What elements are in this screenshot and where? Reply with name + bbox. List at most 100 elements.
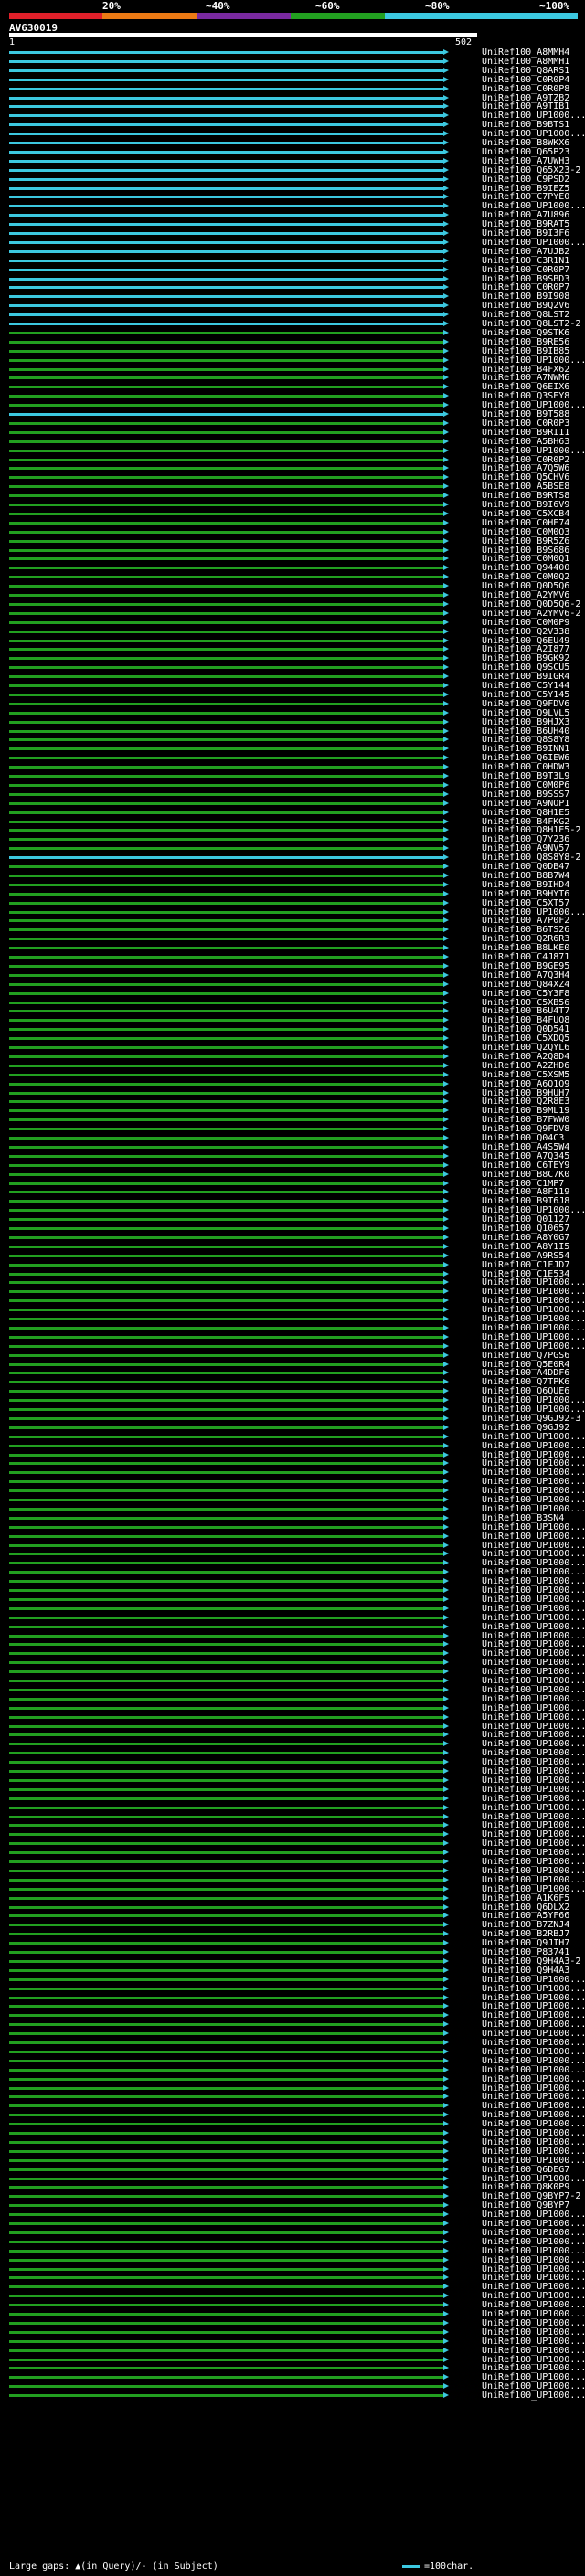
hit-alignment-bar[interactable] (9, 1245, 444, 1248)
hit-label-link[interactable]: UniRef100_UP1000... (482, 1802, 585, 1813)
hit-alignment-bar[interactable] (9, 323, 444, 325)
hit-label-link[interactable]: UniRef100_A7NWM6 (482, 373, 570, 384)
hit-alignment-bar[interactable] (9, 2041, 444, 2044)
hit-label-link[interactable]: UniRef100_C0R0P7 (482, 282, 570, 293)
hit-label-link[interactable]: UniRef100_Q8S8Y8 (482, 735, 570, 746)
hit-label-link[interactable]: UniRef100_UP1000... (482, 2092, 585, 2103)
hit-alignment-bar[interactable] (9, 1163, 444, 1167)
hit-label-link[interactable]: UniRef100_UP1000... (482, 2381, 585, 2392)
hit-label-link[interactable]: UniRef100_B4FKG2 (482, 816, 570, 827)
hit-alignment-bar[interactable] (9, 1887, 444, 1891)
hit-alignment-bar[interactable] (9, 1942, 444, 1945)
hit-alignment-bar[interactable] (9, 1680, 444, 1682)
hit-label-link[interactable]: UniRef100_P83741 (482, 1947, 570, 1957)
hit-label-link[interactable]: UniRef100_UP1000... (482, 2110, 585, 2121)
hit-alignment-bar[interactable] (9, 2086, 444, 2090)
hit-label-link[interactable]: UniRef100_A8F119 (482, 1187, 570, 1198)
hit-alignment-bar[interactable] (9, 168, 444, 172)
hit-alignment-bar[interactable] (9, 1037, 444, 1041)
hit-alignment-bar[interactable] (9, 2222, 444, 2225)
hit-label-link[interactable]: UniRef100_A2YMV6 (482, 590, 570, 600)
hit-label-link[interactable]: UniRef100_UP1000... (482, 1820, 585, 1831)
hit-label-link[interactable]: UniRef100_Q10657 (482, 1224, 570, 1234)
hit-alignment-bar[interactable] (9, 1706, 444, 1710)
hit-alignment-bar[interactable] (9, 1390, 444, 1394)
hit-alignment-bar[interactable] (9, 1778, 444, 1782)
hit-label-link[interactable]: UniRef100_C5XCB4 (482, 508, 570, 519)
hit-label-link[interactable]: UniRef100_UP1000... (482, 1748, 585, 1759)
hit-label-link[interactable]: UniRef100_UP1000... (482, 2019, 585, 2030)
hit-alignment-bar[interactable] (9, 1733, 444, 1737)
hit-label-link[interactable]: UniRef100_B9T588 (482, 409, 570, 419)
hit-alignment-bar[interactable] (9, 1344, 444, 1348)
hit-label-link[interactable]: UniRef100_Q04C3 (482, 1133, 565, 1143)
hit-alignment-bar[interactable] (9, 1787, 444, 1791)
hit-label-link[interactable]: UniRef100_UP1000... (482, 1667, 585, 1678)
hit-label-link[interactable]: UniRef100_C0M0Q3 (482, 526, 570, 537)
hit-alignment-bar[interactable] (9, 1968, 444, 1972)
hit-alignment-bar[interactable] (9, 440, 444, 443)
hit-alignment-bar[interactable] (9, 1715, 444, 1719)
hit-alignment-bar[interactable] (9, 729, 444, 733)
hit-label-link[interactable]: UniRef100_A5YF66 (482, 1911, 570, 1922)
hit-label-link[interactable]: UniRef100_B9RTS8 (482, 491, 570, 502)
hit-label-link[interactable]: UniRef100_Q2R6R3 (482, 934, 570, 945)
hit-label-link[interactable]: UniRef100_UP1000... (482, 2128, 585, 2138)
hit-alignment-bar[interactable] (9, 1019, 444, 1023)
hit-label-link[interactable]: UniRef100_UP1000... (482, 2300, 585, 2311)
hit-label-link[interactable]: UniRef100_C9PSD2 (482, 174, 570, 185)
hit-label-link[interactable]: UniRef100_UP1000... (482, 1296, 585, 1307)
hit-label-link[interactable]: UniRef100_B9BTS1 (482, 120, 570, 131)
hit-label-link[interactable]: UniRef100_UP1000... (482, 2155, 585, 2166)
hit-alignment-bar[interactable] (9, 648, 444, 652)
hit-alignment-bar[interactable] (9, 1290, 444, 1294)
hit-label-link[interactable]: UniRef100_Q8K0P9 (482, 2182, 570, 2193)
hit-alignment-bar[interactable] (9, 1770, 444, 1773)
hit-alignment-bar[interactable] (9, 783, 444, 787)
hit-alignment-bar[interactable] (9, 1416, 444, 1420)
hit-label-link[interactable]: UniRef100_Q6EU49 (482, 635, 570, 646)
hit-label-link[interactable]: UniRef100_Q6DEG7 (482, 2164, 570, 2175)
hit-alignment-bar[interactable] (9, 2140, 444, 2144)
hit-label-link[interactable]: UniRef100_Q8LST2 (482, 310, 570, 321)
hit-label-link[interactable]: UniRef100_C5Y145 (482, 689, 570, 700)
hit-label-link[interactable]: UniRef100_A9NV57 (482, 843, 570, 854)
hit-label-link[interactable]: UniRef100_Q5CHV6 (482, 472, 570, 483)
hit-label-link[interactable]: UniRef100_Q0D5Q6 (482, 581, 570, 592)
hit-alignment-bar[interactable] (9, 1933, 444, 1936)
hit-alignment-bar[interactable] (9, 2195, 444, 2199)
hit-label-link[interactable]: UniRef100_UP1000... (482, 2055, 585, 2066)
hit-label-link[interactable]: UniRef100_Q9BYP7-2 (482, 2191, 581, 2202)
hit-label-link[interactable]: UniRef100_UP1000... (482, 906, 585, 917)
hit-alignment-bar[interactable] (9, 214, 444, 217)
hit-label-link[interactable]: UniRef100_UP1000... (482, 1449, 585, 1460)
hit-label-link[interactable]: UniRef100_UP1000... (482, 1874, 585, 1885)
hit-alignment-bar[interactable] (9, 2068, 444, 2072)
hit-alignment-bar[interactable] (9, 1254, 444, 1257)
hit-alignment-bar[interactable] (9, 196, 444, 199)
hit-alignment-bar[interactable] (9, 1534, 444, 1538)
hit-label-link[interactable]: UniRef100_UP1000... (482, 1468, 585, 1479)
hit-label-link[interactable]: UniRef100_UP1000... (482, 1739, 585, 1750)
hit-alignment-bar[interactable] (9, 1489, 444, 1493)
hit-alignment-bar[interactable] (9, 1959, 444, 1963)
hit-label-link[interactable]: UniRef100_B9T6J8 (482, 1196, 570, 1207)
hit-label-link[interactable]: UniRef100_A7UJB2 (482, 246, 570, 257)
hit-alignment-bar[interactable] (9, 865, 444, 868)
hit-alignment-bar[interactable] (9, 973, 444, 977)
hit-label-link[interactable]: UniRef100_Q5E0R4 (482, 1359, 570, 1370)
hit-label-link[interactable]: UniRef100_A9TIB1 (482, 101, 570, 112)
hit-label-link[interactable]: UniRef100_UP1000... (482, 1594, 585, 1605)
hit-label-link[interactable]: UniRef100_UP1000... (482, 1314, 585, 1324)
hit-label-link[interactable]: UniRef100_UP1000... (482, 1531, 585, 1542)
hit-alignment-bar[interactable] (9, 1996, 444, 1999)
hit-alignment-bar[interactable] (9, 620, 444, 624)
hit-label-link[interactable]: UniRef100_Q8S8Y8-2 (482, 853, 581, 864)
hit-alignment-bar[interactable] (9, 666, 444, 670)
hit-label-link[interactable]: UniRef100_A2YMV6-2 (482, 608, 581, 619)
hit-alignment-bar[interactable] (9, 1137, 444, 1140)
hit-alignment-bar[interactable] (9, 1182, 444, 1185)
hit-label-link[interactable]: UniRef100_Q9H4A3 (482, 1965, 570, 1976)
hit-alignment-bar[interactable] (9, 2231, 444, 2234)
hit-alignment-bar[interactable] (9, 2023, 444, 2027)
